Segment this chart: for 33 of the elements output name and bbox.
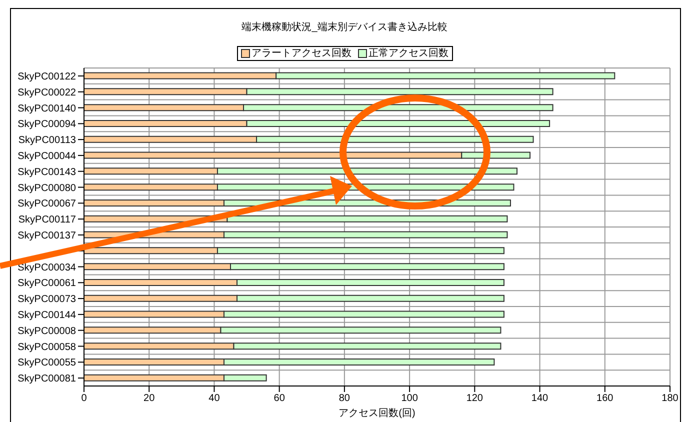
- y-tick-label: SkyPC00113: [18, 135, 76, 146]
- x-tick-label: 20: [144, 393, 156, 404]
- chart-title: 端末機稼動状況_端末別デバイス書き込み比較: [240, 20, 448, 34]
- y-tick-label: SkyPC00081: [18, 374, 76, 385]
- y-tick-label: SkyPC00094: [18, 119, 76, 130]
- y-tick-label: SkyPC00034: [18, 262, 76, 274]
- y-tick-label: SkyPC00117: [18, 214, 76, 226]
- x-axis-title: アクセス回数(回): [338, 408, 416, 419]
- y-tick-label: SkyPC00080: [18, 182, 76, 194]
- x-tick-label: 80: [338, 393, 350, 404]
- x-tick-label: 180: [662, 393, 679, 404]
- y-tick-label: SkyPC00008: [18, 326, 76, 337]
- y-tick-label: SkyPC00144: [18, 310, 76, 321]
- x-tick-label: 60: [274, 393, 286, 404]
- legend-label: 正常アクセス回数: [368, 47, 448, 60]
- x-tick-label: 140: [531, 393, 549, 404]
- x-tick-label: 0: [81, 393, 88, 404]
- y-tick-label: SkyPC00143: [18, 166, 76, 178]
- y-tick-label: SkyPC00140: [18, 103, 76, 114]
- x-tick-label: 120: [466, 393, 484, 404]
- y-tick-label: SkyPC00044: [18, 151, 76, 162]
- y-tick-label: SkyPC00122: [18, 72, 76, 82]
- y-tick-label: SkyPC00055: [18, 358, 76, 369]
- y-tick-label: SkyPC00022: [18, 87, 76, 98]
- legend-label: アラートアクセス回数: [250, 47, 352, 60]
- y-tick-label: SkyPC00137: [18, 230, 76, 242]
- x-tick-label: 100: [401, 393, 418, 404]
- y-tick-label: SkyPC00061: [18, 278, 76, 290]
- y-tick-label: SkyPC00073: [18, 294, 76, 306]
- y-tick-label: SkyPC00058: [18, 342, 76, 353]
- y-tick-label: SkyPC00067: [18, 198, 76, 210]
- x-tick-label: 160: [596, 393, 614, 404]
- x-tick-label: 40: [208, 393, 220, 404]
